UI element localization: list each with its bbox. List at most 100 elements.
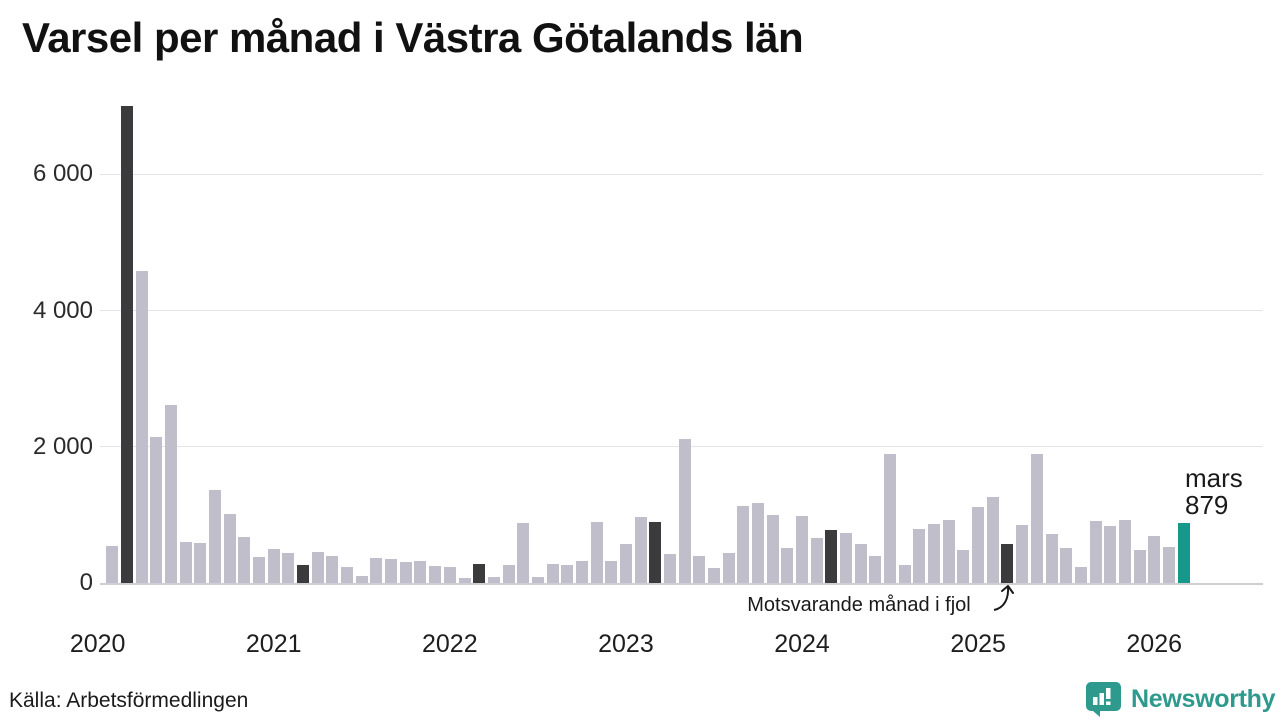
bar-2024-01[interactable] [796, 516, 809, 583]
bar-2026-03[interactable] [1177, 523, 1190, 583]
bar-2023-10[interactable] [752, 503, 764, 583]
x-tick-label-2023: 2023 [598, 630, 654, 658]
bar-2021-12[interactable] [429, 566, 442, 583]
bar-2025-04[interactable] [1016, 525, 1029, 583]
bar-2020-11[interactable] [238, 537, 251, 583]
annotation-arrow-icon [993, 585, 1014, 611]
bar-2023-02[interactable] [634, 517, 647, 583]
bar-2020-08[interactable] [194, 543, 207, 583]
bar-2026-01[interactable] [1148, 536, 1161, 583]
bar-2021-07[interactable] [355, 576, 368, 583]
newsworthy-logo-icon [1086, 682, 1121, 717]
bar-2025-08[interactable] [1074, 567, 1087, 583]
bar-2021-03[interactable] [297, 565, 310, 583]
bar-2021-04[interactable] [311, 552, 324, 583]
bar-2025-01[interactable] [972, 507, 985, 583]
bar-2025-12[interactable] [1133, 550, 1146, 583]
x-axis-line [100, 583, 1263, 585]
bar-2025-03[interactable] [1001, 544, 1014, 583]
bar-2021-11[interactable] [414, 561, 427, 583]
bar-2025-06[interactable] [1045, 534, 1058, 583]
bar-2021-08[interactable] [370, 558, 383, 583]
comparison-annotation: Motsvarande månad i fjol [747, 594, 971, 616]
bar-2024-03[interactable] [825, 530, 838, 583]
current-month-value: 879 [1185, 490, 1229, 520]
bar-2024-09[interactable] [913, 529, 926, 583]
bar-2023-11[interactable] [766, 515, 779, 583]
bar-2025-09[interactable] [1089, 521, 1102, 583]
bar-2020-02[interactable] [106, 546, 119, 583]
bar-2021-01[interactable] [267, 549, 280, 583]
bar-2024-12[interactable] [957, 550, 970, 583]
current-month-name: mars [1185, 463, 1243, 493]
bar-2023-08[interactable] [722, 553, 735, 583]
bar-2022-12[interactable] [605, 561, 618, 583]
bar-2026-02[interactable] [1162, 547, 1175, 583]
bar-2023-05[interactable] [678, 439, 691, 583]
bar-2023-09[interactable] [737, 506, 750, 583]
bar-2021-02[interactable] [282, 553, 295, 583]
bar-2021-09[interactable] [385, 559, 398, 583]
x-tick-label-2022: 2022 [422, 630, 478, 658]
bar-2025-10[interactable] [1104, 526, 1117, 583]
x-tick-label-2020: 2020 [69, 630, 126, 658]
bar-2023-06[interactable] [693, 556, 706, 583]
bar-2020-05[interactable] [150, 437, 163, 583]
bar-2024-10[interactable] [928, 524, 941, 583]
bar-2022-09[interactable] [561, 565, 574, 583]
bar-2021-10[interactable] [399, 562, 412, 583]
y-tick-label: 0 [79, 569, 93, 596]
bar-2025-11[interactable] [1118, 520, 1131, 583]
bar-2020-03[interactable] [120, 106, 133, 583]
bar-2025-07[interactable] [1060, 548, 1073, 583]
bar-2023-07[interactable] [707, 568, 720, 583]
x-tick-label-2026: 2026 [1126, 630, 1183, 658]
bar-2023-03[interactable] [649, 522, 662, 583]
bar-2022-03[interactable] [473, 564, 486, 583]
chart-title: Varsel per månad i Västra Götalands län [22, 14, 804, 61]
bar-2024-05[interactable] [854, 544, 867, 583]
y-tick-label: 4 000 [32, 296, 93, 324]
bar-2022-06[interactable] [517, 523, 530, 583]
x-tick-label-2025: 2025 [950, 630, 1006, 658]
gridline-6000 [100, 173, 1263, 175]
bar-2024-07[interactable] [884, 454, 897, 583]
bar-2024-02[interactable] [810, 538, 823, 583]
bar-2022-08[interactable] [546, 564, 559, 583]
bar-2022-07[interactable] [531, 577, 544, 583]
x-tick-label-2024: 2024 [774, 630, 830, 658]
bar-2020-09[interactable] [209, 490, 222, 583]
source-credit: Källa: Arbetsförmedlingen [9, 689, 249, 712]
y-tick-label: 6 000 [32, 160, 93, 188]
bar-2024-04[interactable] [840, 533, 853, 583]
bar-2021-06[interactable] [341, 567, 354, 583]
bar-2023-01[interactable] [619, 544, 632, 583]
bar-2021-05[interactable] [326, 556, 339, 583]
bar-2020-06[interactable] [165, 405, 177, 583]
bar-2020-07[interactable] [179, 542, 192, 583]
gridline-4000 [100, 310, 1263, 312]
bar-2023-04[interactable] [663, 554, 676, 583]
y-tick-label: 2 000 [32, 432, 93, 460]
bar-2025-05[interactable] [1030, 454, 1043, 583]
x-tick-label-2021: 2021 [245, 630, 302, 658]
bar-2022-05[interactable] [502, 565, 515, 583]
bar-2024-08[interactable] [898, 565, 911, 583]
bar-2022-01[interactable] [443, 567, 456, 583]
current-month-label: mars 879 [1185, 465, 1243, 519]
newsworthy-logo: Newsworthy [1085, 681, 1276, 717]
bar-2022-04[interactable] [487, 577, 500, 583]
newsworthy-logo-text: Newsworthy [1131, 684, 1276, 713]
bar-2020-04[interactable] [135, 271, 148, 583]
bar-2022-11[interactable] [590, 522, 603, 583]
bar-2022-10[interactable] [575, 561, 588, 583]
bar-2022-02[interactable] [458, 578, 471, 583]
bar-2024-11[interactable] [942, 520, 955, 583]
bar-2020-10[interactable] [223, 514, 236, 583]
bar-2020-12[interactable] [253, 557, 266, 583]
bar-2023-12[interactable] [781, 548, 794, 583]
bar-2024-06[interactable] [869, 556, 882, 583]
bar-2025-02[interactable] [986, 497, 999, 583]
